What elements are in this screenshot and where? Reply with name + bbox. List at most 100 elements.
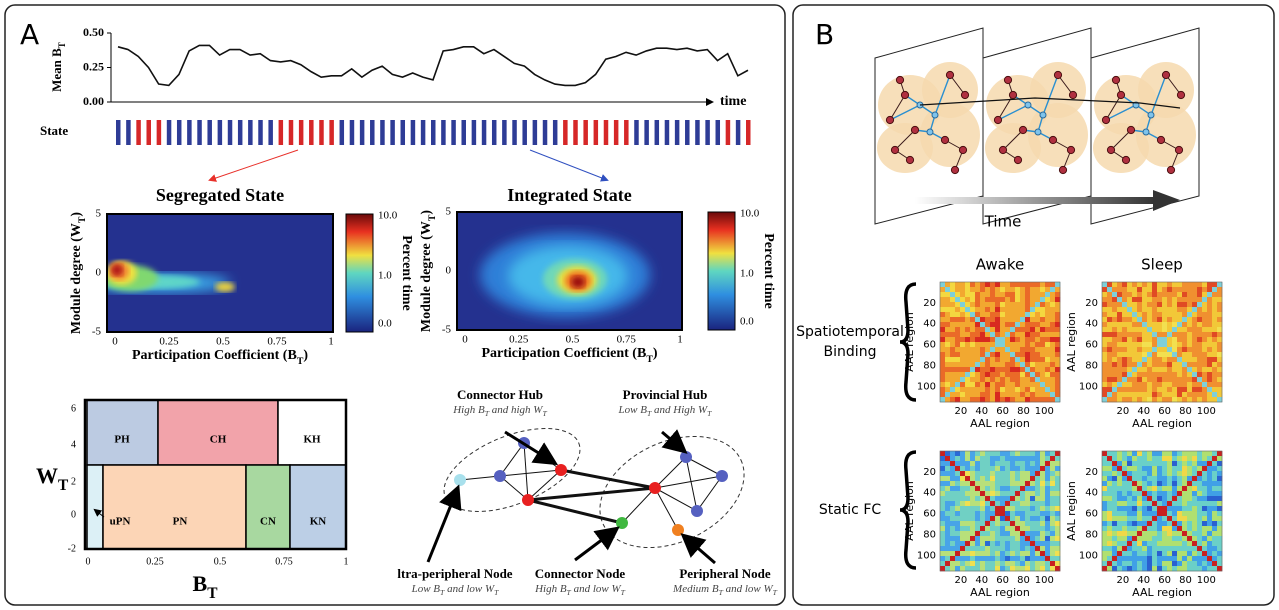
- matrix-cell: [990, 352, 996, 358]
- x-axis-label: AAL region: [970, 417, 1030, 430]
- matrix-cell: [980, 387, 986, 393]
- matrix-cell: [1117, 307, 1123, 313]
- matrix-cell: [955, 397, 961, 403]
- matrix-cell: [955, 466, 961, 472]
- matrix-cell: [1055, 362, 1061, 368]
- matrix-cell: [950, 486, 956, 492]
- matrix-cell: [1202, 466, 1208, 472]
- matrix-cell: [1035, 377, 1041, 383]
- matrix-cell: [1127, 387, 1133, 393]
- annotation-desc-part: and low W: [444, 583, 495, 595]
- matrix-cell: [970, 526, 976, 532]
- matrix-cell: [1217, 496, 1223, 502]
- matrix-cell: [1000, 491, 1006, 497]
- matrix-cell: [1050, 392, 1056, 398]
- colorbar-tick-label: 1.0: [378, 270, 392, 282]
- matrix-cell: [945, 476, 951, 482]
- matrix-cell: [1172, 387, 1178, 393]
- matrix-cell: [1187, 387, 1193, 393]
- matrix-cell: [1197, 302, 1203, 308]
- matrix-cell: [1212, 307, 1218, 313]
- matrix-cell: [975, 297, 981, 303]
- matrix-cell: [1147, 486, 1153, 492]
- matrix-cell: [1162, 377, 1168, 383]
- matrix-cell: [1142, 337, 1148, 343]
- matrix-cell: [1197, 546, 1203, 552]
- matrix-cell: [1005, 287, 1011, 293]
- matrix-cell: [1162, 566, 1168, 572]
- matrix-cell: [1167, 556, 1173, 562]
- matrix-cell: [1000, 387, 1006, 393]
- matrix-cell: [990, 486, 996, 492]
- matrix-cell: [1217, 357, 1223, 363]
- matrix-cell: [1010, 322, 1016, 328]
- matrix-cell: [1025, 526, 1031, 532]
- state-bar: [471, 120, 477, 145]
- matrix-cell: [1132, 506, 1138, 512]
- matrix-cell: [950, 282, 956, 288]
- matrix-cell: [1132, 566, 1138, 572]
- annotation-title: ltra-peripheral Node: [397, 566, 512, 581]
- matrix-cell: [1197, 382, 1203, 388]
- matrix-cell: [1162, 511, 1168, 517]
- matrix-cell: [1107, 352, 1113, 358]
- matrix-cell: [1157, 516, 1163, 522]
- matrix-cell: [1182, 327, 1188, 333]
- matrix-cell: [1107, 476, 1113, 482]
- matrix-cell: [945, 496, 951, 502]
- matrix-cell: [1112, 317, 1118, 323]
- matrix-cell: [1147, 357, 1153, 363]
- frame-hub: [931, 111, 939, 119]
- matrix-cell: [1207, 357, 1213, 363]
- matrix-cell: [1217, 287, 1223, 293]
- matrix-cell: [1147, 367, 1153, 373]
- matrix-cell: [1102, 451, 1108, 457]
- matrix-cell: [1217, 352, 1223, 358]
- matrix-cell: [1167, 561, 1173, 567]
- matrix-cell: [1152, 387, 1158, 393]
- matrix-cell: [950, 362, 956, 368]
- matrix-cell: [1112, 561, 1118, 567]
- matrix-cell: [1010, 337, 1016, 343]
- matrix-cell: [1192, 531, 1198, 537]
- matrix-cell: [1102, 307, 1108, 313]
- matrix-cell: [995, 491, 1001, 497]
- y-axis-label-part: W: [36, 463, 58, 488]
- state-bar: [187, 120, 192, 145]
- matrix-cell: [1187, 471, 1193, 477]
- y-tick-label: 60: [923, 340, 936, 351]
- matrix-cell: [1157, 496, 1163, 502]
- matrix-cell: [980, 486, 986, 492]
- matrix-cell: [1102, 476, 1108, 482]
- matrix-cell: [1172, 337, 1178, 343]
- state-bar: [542, 120, 548, 145]
- matrix-cell: [995, 377, 1001, 383]
- matrix-cell: [1112, 566, 1118, 572]
- matrix-cell: [1167, 297, 1173, 303]
- matrix-cell: [1122, 302, 1128, 308]
- matrix-cell: [1050, 352, 1056, 358]
- matrix-cell: [1177, 536, 1183, 542]
- matrix-cell: [1117, 352, 1123, 358]
- matrix-cell: [1172, 292, 1178, 298]
- matrix-cell: [1152, 506, 1158, 512]
- matrix-cell: [1020, 347, 1026, 353]
- matrix-cell: [1000, 322, 1006, 328]
- matrix-cell: [1117, 526, 1123, 532]
- matrix-cell: [945, 377, 951, 383]
- matrix-cell: [1045, 546, 1051, 552]
- matrix-cell: [950, 466, 956, 472]
- matrix-cell: [985, 292, 991, 298]
- matrix-cell: [1055, 372, 1061, 378]
- state-bar: [207, 120, 212, 145]
- matrix-cell: [1030, 526, 1036, 532]
- matrix-cell: [1207, 307, 1213, 313]
- matrix-cell: [1020, 461, 1026, 467]
- x-axis-label-part: T: [297, 356, 304, 367]
- matrix-cell: [1050, 342, 1056, 348]
- matrix-cell: [1102, 297, 1108, 303]
- matrix-cell: [1050, 282, 1056, 288]
- matrix-cell: [970, 312, 976, 318]
- matrix-cell: [955, 506, 961, 512]
- matrix-cell: [985, 471, 991, 477]
